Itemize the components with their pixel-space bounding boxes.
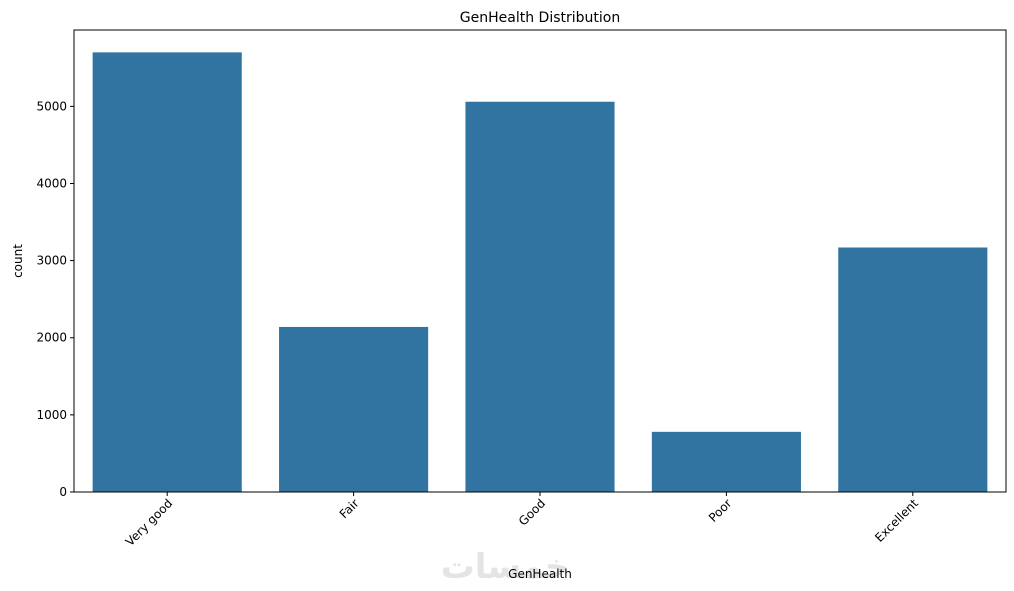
y-tick-label: 5000 — [36, 99, 67, 113]
x-tick-label: Poor — [706, 496, 735, 525]
y-axis-ticks: 0 1000 2000 3000 4000 5000 — [36, 99, 74, 499]
x-tick-label: Excellent — [872, 496, 921, 545]
bar-good — [465, 101, 615, 492]
x-tick-label: Fair — [337, 496, 362, 521]
bar-poor — [651, 431, 801, 492]
x-tick-label: Very good — [123, 496, 176, 549]
x-axis-label: GenHealth — [508, 567, 572, 581]
chart-title: GenHealth Distribution — [460, 10, 620, 26]
bar-very-good — [92, 52, 242, 492]
bars-group — [92, 52, 988, 492]
x-tick-label: Good — [516, 496, 548, 528]
x-axis-ticks: Very good Fair Good Poor Excellent — [123, 492, 921, 549]
y-tick-label: 4000 — [36, 176, 67, 190]
bar-fair — [279, 326, 429, 492]
y-tick-label: 3000 — [36, 254, 67, 268]
y-tick-label: 0 — [59, 485, 67, 499]
y-axis-label: count — [11, 244, 25, 278]
bar-excellent — [838, 247, 988, 492]
y-tick-label: 1000 — [36, 408, 67, 422]
y-tick-label: 2000 — [36, 331, 67, 345]
watermark: خمسات — [441, 547, 570, 587]
